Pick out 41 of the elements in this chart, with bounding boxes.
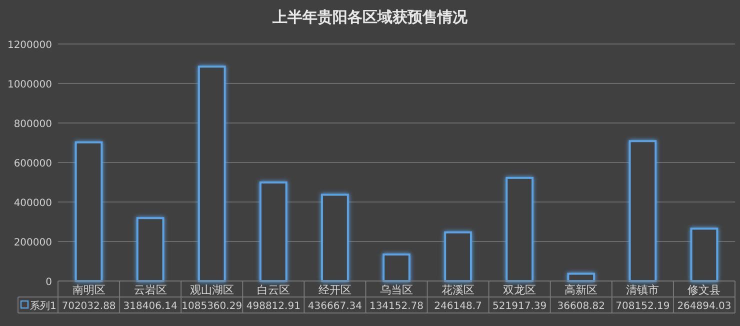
x-tick-label: 清镇市 (626, 284, 660, 296)
y-tick-label: 800000 (14, 119, 52, 130)
data-label: 436667.34 (308, 301, 362, 312)
y-tick-label: 1200000 (7, 40, 52, 51)
data-label: 264894.03 (677, 301, 732, 312)
x-tick-label: 乌当区 (380, 284, 413, 296)
x-tick-label: 南明区 (72, 284, 106, 296)
bar (136, 217, 164, 282)
bar (74, 141, 103, 282)
data-label: 702032.88 (62, 301, 116, 312)
y-tick-label: 400000 (14, 198, 52, 209)
x-tick-label: 观山湖区 (190, 284, 234, 296)
bar (198, 66, 226, 282)
x-tick-label: 经开区 (318, 284, 352, 296)
y-tick-label: 200000 (14, 238, 52, 248)
x-tick-label: 高新区 (564, 284, 598, 296)
y-tick-label: 0 (46, 277, 52, 288)
bar (259, 181, 288, 282)
x-tick-label: 修文县 (688, 284, 721, 296)
x-tick-label: 白云区 (256, 284, 290, 296)
bar (690, 228, 718, 282)
x-tick-label: 花溪区 (442, 284, 475, 296)
legend-label: 系列1 (30, 300, 56, 312)
bar (506, 176, 534, 282)
x-tick-label: 双龙区 (503, 284, 536, 296)
bar (444, 231, 472, 282)
data-label: 134152.78 (369, 301, 424, 312)
data-label: 318406.14 (123, 301, 178, 312)
data-label: 521917.39 (492, 301, 547, 312)
y-tick-label: 600000 (14, 158, 52, 170)
data-label: 708152.19 (616, 301, 670, 312)
y-tick-label: 1000000 (7, 80, 52, 90)
data-label: 36608.82 (557, 301, 605, 312)
data-label: 246148.7 (434, 301, 482, 312)
bar (321, 194, 349, 282)
chart-title: 上半年贵阳各区域获预售情况 (272, 9, 468, 26)
data-label: 498812.91 (246, 301, 300, 312)
bar (628, 140, 657, 282)
data-label: 1085360.29 (182, 301, 242, 312)
bar (382, 254, 410, 282)
x-tick-label: 云岩区 (134, 284, 167, 296)
